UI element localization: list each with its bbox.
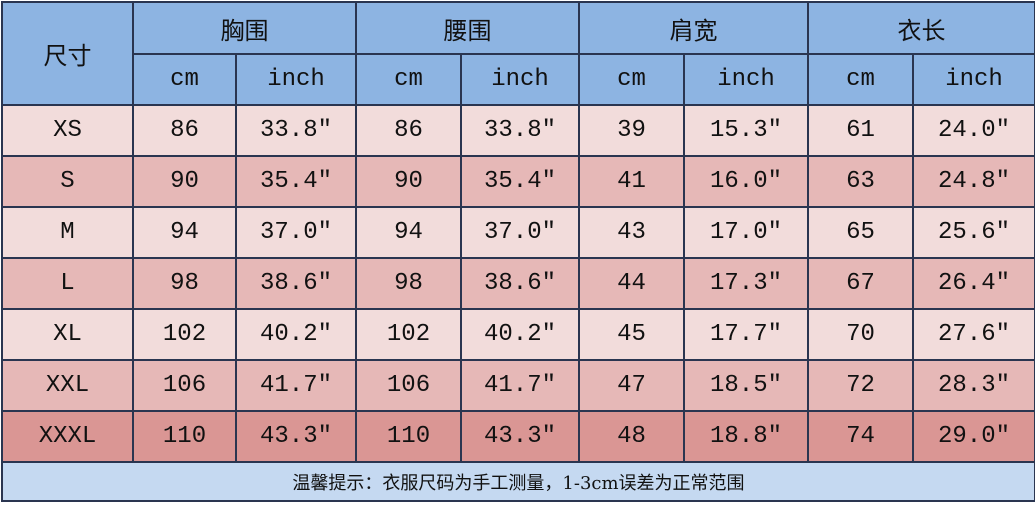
measure-cell: 72 <box>807 359 914 412</box>
measure-cell: 17.7″ <box>683 308 809 361</box>
measure-cell: 37.0″ <box>460 206 580 259</box>
size-row: S 90 35.4″ 90 35.4″ 41 16.0″ 63 24.8″ <box>1 155 1035 208</box>
measure-cell: 90 <box>132 155 237 208</box>
measure-cell: 67 <box>807 257 914 310</box>
measure-cell: 63 <box>807 155 914 208</box>
group-header-row: 尺寸 胸围 腰围 肩宽 衣长 <box>1 1 1035 106</box>
measure-cell: 41.7″ <box>460 359 580 412</box>
unit-header: inch <box>235 53 357 106</box>
measure-cell: 38.6″ <box>460 257 580 310</box>
measure-cell: 24.0″ <box>912 104 1035 157</box>
measure-cell: 17.3″ <box>683 257 809 310</box>
measure-cell: 33.8″ <box>235 104 357 157</box>
measure-cell: 47 <box>578 359 685 412</box>
unit-header: inch <box>460 53 580 106</box>
measure-cell: 98 <box>132 257 237 310</box>
measure-cell: 45 <box>578 308 685 361</box>
measure-cell: 86 <box>132 104 237 157</box>
measure-cell: 35.4″ <box>235 155 357 208</box>
measure-cell: 65 <box>807 206 914 259</box>
measure-cell: 39 <box>578 104 685 157</box>
size-row: M 94 37.0″ 94 37.0″ 43 17.0″ 65 25.6″ <box>1 206 1035 259</box>
measure-cell: 86 <box>355 104 462 157</box>
unit-header-row: cm inch cm inch cm inch cm inch <box>2 53 1035 106</box>
measure-cell: 15.3″ <box>683 104 809 157</box>
measure-cell: 90 <box>355 155 462 208</box>
measure-cell: 35.4″ <box>460 155 580 208</box>
measure-cell: 17.0″ <box>683 206 809 259</box>
measure-cell: 110 <box>132 410 237 463</box>
size-cell: S <box>1 155 134 208</box>
size-row: XXXL 110 43.3″ 110 43.3″ 48 18.8″ 74 29.0″ <box>1 410 1035 463</box>
measure-cell: 110 <box>355 410 462 463</box>
measure-cell: 41.7″ <box>235 359 357 412</box>
size-cell: XXL <box>1 359 134 412</box>
measure-cell: 37.0″ <box>235 206 357 259</box>
corner-cell: 尺寸 <box>1 1 134 106</box>
footer-row: 温馨提示：衣服尺码为手工测量，1-3cm误差为正常范围 <box>1 461 1035 502</box>
measure-cell: 41 <box>578 155 685 208</box>
measure-cell: 98 <box>355 257 462 310</box>
unit-header: cm <box>355 53 462 106</box>
table-body: 尺寸 胸围 腰围 肩宽 衣长 cm inch cm inch cm inch cm inch XS 8… <box>1 1 1035 502</box>
size-cell: L <box>1 257 134 310</box>
measure-cell: 61 <box>807 104 914 157</box>
size-row: XS 86 33.8″ 86 33.8″ 39 15.3″ 61 24.0″ <box>1 104 1035 157</box>
size-cell: XXXL <box>1 410 134 463</box>
measure-cell: 40.2″ <box>460 308 580 361</box>
measure-cell: 106 <box>355 359 462 412</box>
size-cell: XL <box>1 308 134 361</box>
size-cell: M <box>1 206 134 259</box>
measure-cell: 33.8″ <box>460 104 580 157</box>
size-row: L 98 38.6″ 98 38.6″ 44 17.3″ 67 26.4″ <box>1 257 1035 310</box>
measure-cell: 94 <box>132 206 237 259</box>
measure-cell: 25.6″ <box>912 206 1035 259</box>
measure-cell: 38.6″ <box>235 257 357 310</box>
unit-header: inch <box>683 53 809 106</box>
group-header: 肩宽 <box>578 1 809 55</box>
measure-cell: 18.8″ <box>683 410 809 463</box>
measure-cell: 16.0″ <box>683 155 809 208</box>
measure-cell: 27.6″ <box>912 308 1035 361</box>
measure-cell: 74 <box>807 410 914 463</box>
size-row: XL 102 40.2″ 102 40.2″ 45 17.7″ 70 27.6″ <box>1 308 1035 361</box>
measure-cell: 24.8″ <box>912 155 1035 208</box>
measure-cell: 26.4″ <box>912 257 1035 310</box>
unit-header: inch <box>912 53 1035 106</box>
unit-header: cm <box>807 53 914 106</box>
unit-header: cm <box>132 53 237 106</box>
measure-cell: 70 <box>807 308 914 361</box>
measure-cell: 40.2″ <box>235 308 357 361</box>
measure-cell: 44 <box>578 257 685 310</box>
measure-cell: 43 <box>578 206 685 259</box>
measure-cell: 43.3″ <box>460 410 580 463</box>
unit-header: cm <box>578 53 685 106</box>
measure-cell: 43.3″ <box>235 410 357 463</box>
group-header: 腰围 <box>355 1 580 55</box>
measure-cell: 102 <box>132 308 237 361</box>
measure-cell: 48 <box>578 410 685 463</box>
size-table: 尺寸 胸围 腰围 肩宽 衣长 cm inch cm inch cm inch cm inch XS 8… <box>1 1 1035 502</box>
group-header: 衣长 <box>807 1 1035 55</box>
measure-cell: 102 <box>355 308 462 361</box>
size-cell: XS <box>1 104 134 157</box>
measure-cell: 28.3″ <box>912 359 1035 412</box>
measure-cell: 18.5″ <box>683 359 809 412</box>
measure-cell: 94 <box>355 206 462 259</box>
measure-cell: 29.0″ <box>912 410 1035 463</box>
size-row: XXL 106 41.7″ 106 41.7″ 47 18.5″ 72 28.3″ <box>1 359 1035 412</box>
measure-cell: 106 <box>132 359 237 412</box>
group-header: 胸围 <box>132 1 357 55</box>
footer-note: 温馨提示：衣服尺码为手工测量，1-3cm误差为正常范围 <box>1 461 1035 502</box>
